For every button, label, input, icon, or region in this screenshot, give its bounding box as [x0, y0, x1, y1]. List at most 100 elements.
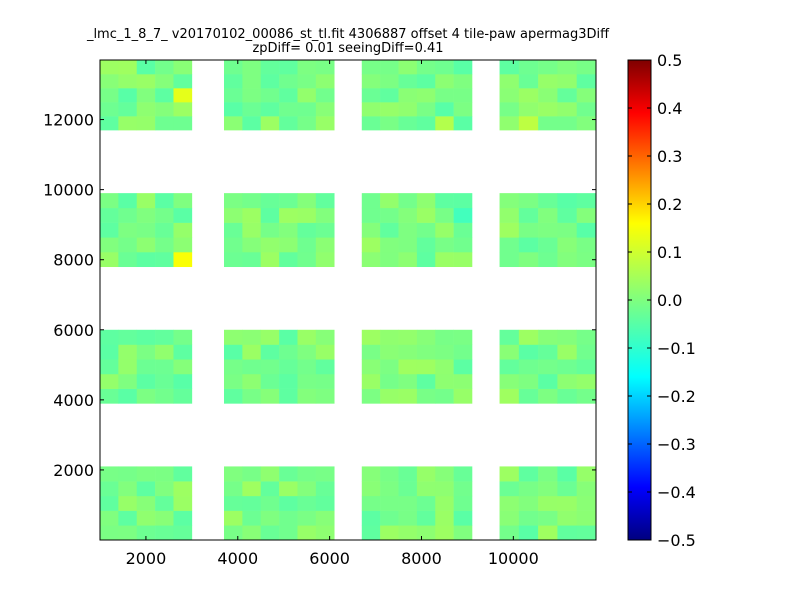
- heatmap-cell: [118, 252, 138, 268]
- heatmap-cell: [224, 102, 243, 117]
- heatmap-cell: [100, 222, 119, 238]
- heatmap-cell: [155, 344, 174, 360]
- heatmap-cell: [315, 373, 335, 389]
- heatmap-cell: [279, 481, 298, 497]
- heatmap-cell: [538, 481, 558, 497]
- heatmap-cell: [118, 466, 138, 482]
- heatmap-cell: [100, 388, 119, 404]
- y-tick-label: 10000: [43, 181, 94, 200]
- colorbar-tick-label: −0.2: [657, 387, 696, 406]
- heatmap-cell: [136, 329, 156, 345]
- heatmap-cell: [297, 510, 317, 526]
- heatmap-cell: [538, 74, 558, 89]
- heatmap-cell: [297, 466, 317, 482]
- heatmap-cell: [398, 60, 418, 75]
- heatmap-cell: [518, 359, 539, 375]
- heatmap-cell: [100, 510, 119, 526]
- heatmap-cell: [155, 388, 174, 404]
- heatmap-cell: [557, 510, 578, 526]
- heatmap-cell: [361, 193, 381, 209]
- heatmap-cell: [136, 481, 156, 497]
- heatmap-cell: [518, 344, 539, 360]
- heatmap-cell: [557, 74, 578, 89]
- heatmap-cell: [361, 373, 381, 389]
- heatmap-cell: [518, 525, 539, 541]
- heatmap-cell: [557, 237, 578, 253]
- heatmap-cell: [576, 373, 597, 389]
- heatmap-cell: [453, 495, 473, 511]
- heatmap-cell: [100, 252, 119, 268]
- heatmap-cell: [538, 116, 558, 131]
- heatmap-cell: [155, 116, 174, 131]
- heatmap-cell: [155, 359, 174, 375]
- heatmap-cell: [576, 510, 597, 526]
- heatmap-cell: [453, 252, 473, 268]
- heatmap-cell: [279, 329, 298, 345]
- heatmap-cell: [416, 102, 436, 117]
- heatmap-cell: [155, 481, 174, 497]
- heatmap-cell: [279, 193, 298, 209]
- heatmap-cell: [361, 74, 381, 89]
- heatmap-cell: [224, 74, 243, 89]
- heatmap-cell: [136, 88, 156, 103]
- heatmap-cell: [576, 481, 597, 497]
- heatmap-cell: [499, 88, 520, 103]
- heatmap-cell: [242, 237, 262, 253]
- heatmap-cell: [361, 329, 381, 345]
- heatmap-cell: [297, 193, 317, 209]
- heatmap-cell: [453, 88, 473, 103]
- heatmap-cell: [499, 388, 520, 404]
- heatmap-cell: [538, 60, 558, 75]
- heatmap-cell: [557, 329, 578, 345]
- heatmap-cell: [279, 495, 298, 511]
- heatmap-cell: [173, 116, 193, 131]
- heatmap-cell: [100, 193, 119, 209]
- heatmap-cell: [538, 359, 558, 375]
- heatmap-cell: [557, 466, 578, 482]
- heatmap-cell: [118, 344, 138, 360]
- heatmap-cell: [118, 207, 138, 223]
- heatmap-cell: [279, 74, 298, 89]
- heatmap-cell: [155, 60, 174, 75]
- chart-title-line1: _lmc_1_8_7_ v20170102_00086_st_tl.fit 43…: [86, 27, 610, 42]
- heatmap-cell: [435, 193, 454, 209]
- heatmap-cell: [518, 237, 539, 253]
- heatmap-cell: [155, 88, 174, 103]
- heatmap-cell: [499, 329, 520, 345]
- heatmap-cell: [538, 510, 558, 526]
- heatmap-cell: [576, 102, 597, 117]
- heatmap-cell: [499, 207, 520, 223]
- heatmap-cell: [453, 466, 473, 482]
- heatmap-cell: [173, 525, 193, 541]
- heatmap-cell: [118, 388, 138, 404]
- heatmap-cell: [136, 466, 156, 482]
- heatmap-cell: [416, 207, 436, 223]
- heatmap-cell: [279, 60, 298, 75]
- heatmap-cell: [260, 74, 280, 89]
- heatmap-cell: [100, 373, 119, 389]
- heatmap-cell: [557, 359, 578, 375]
- heatmap-cell: [242, 252, 262, 268]
- heatmap-cell: [538, 88, 558, 103]
- heatmap-cell: [435, 207, 454, 223]
- heatmap-cell: [380, 222, 399, 238]
- heatmap-cell: [297, 373, 317, 389]
- heatmap-cell: [416, 481, 436, 497]
- heatmap-cell: [557, 525, 578, 541]
- heatmap-cell: [499, 466, 520, 482]
- heatmap-cell: [557, 88, 578, 103]
- heatmap-cell: [398, 222, 418, 238]
- heatmap-cell: [260, 373, 280, 389]
- heatmap-cell: [361, 116, 381, 131]
- heatmap-cell: [499, 74, 520, 89]
- heatmap-cells: [100, 60, 597, 541]
- heatmap-cell: [499, 193, 520, 209]
- heatmap-cell: [453, 193, 473, 209]
- heatmap-cell: [453, 359, 473, 375]
- heatmap-cell: [518, 193, 539, 209]
- heatmap-cell: [155, 237, 174, 253]
- heatmap-cell: [538, 329, 558, 345]
- heatmap-cell: [297, 237, 317, 253]
- heatmap-cell: [118, 495, 138, 511]
- heatmap-cell: [398, 466, 418, 482]
